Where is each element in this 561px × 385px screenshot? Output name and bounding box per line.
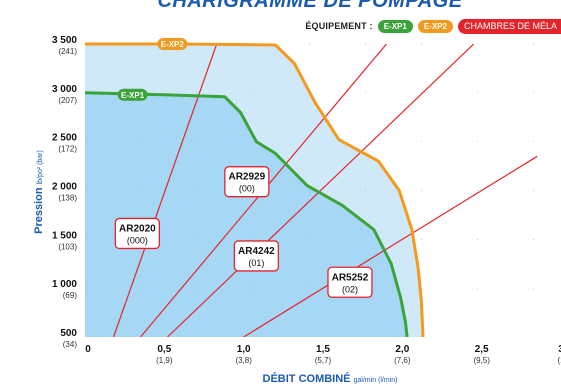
chamber-label: AR2929 <box>228 172 265 183</box>
series-pill-e-xp2 <box>157 38 188 50</box>
x-tick-sublabel: (9,5) <box>473 356 490 365</box>
chamber-label: AR5252 <box>332 272 369 283</box>
x-tick-label: 1,5 <box>316 344 330 355</box>
x-tick-label: 3 <box>558 344 561 355</box>
chamber-sublabel: (00) <box>239 184 255 194</box>
x-tick-label: 2,5 <box>475 344 489 355</box>
series-line-e-xp1 <box>84 91 409 338</box>
x-axis-title-main: DÉBIT COMBINÉ <box>263 372 351 385</box>
area-e-xp1 <box>85 92 408 337</box>
chamber-box <box>327 266 373 298</box>
y-tick-label: 500 <box>60 328 77 339</box>
x-tick-label: 2,0 <box>395 344 409 355</box>
legend-e-xp2: E-XP2 <box>417 19 453 33</box>
y-axis-title: Pression lb/po² (bar) <box>33 150 45 234</box>
x-tick-sublabel: (1 <box>557 356 561 365</box>
x-tick-label: 1,0 <box>237 344 251 355</box>
y-tick-sublabel: (241) <box>58 47 77 56</box>
y-tick-sublabel: (207) <box>58 96 77 105</box>
chamber-label: AR2020 <box>119 223 156 234</box>
chart-title: CHARIGRAMME DE POMPAGE <box>157 0 463 12</box>
chamber-sublabel: (000) <box>127 235 148 245</box>
x-axis-title: DÉBIT COMBINÉ gal/min (l/min) <box>263 372 398 385</box>
chamber-sublabel: (02) <box>342 284 358 294</box>
chamber-line-ar2020 <box>112 44 218 337</box>
y-tick-sublabel: (69) <box>63 291 78 300</box>
y-axis-title-units: lb/po² (bar) <box>37 150 44 184</box>
legend-e-xp1: E-XP1 <box>377 19 413 33</box>
x-tick-label: 0,5 <box>157 344 171 355</box>
chamber-box <box>233 240 280 272</box>
y-tick-label: 2 000 <box>52 182 77 193</box>
x-tick-sublabel: (1,9) <box>156 356 173 365</box>
y-tick-label: 3 500 <box>52 35 77 46</box>
chamber-line-ar5252 <box>243 155 538 337</box>
legend-title: ÉQUIPEMENT : <box>305 21 373 31</box>
chamber-box <box>224 166 270 198</box>
legend: ÉQUIPEMENT : E-XP1 E-XP2 CHAMBRES DE MÉL… <box>305 18 561 34</box>
y-tick-sublabel: (103) <box>58 242 77 251</box>
chamber-line-ar4242 <box>167 44 475 337</box>
chamber-box <box>114 217 161 250</box>
y-tick-sublabel: (138) <box>58 194 77 203</box>
y-tick-label: 3 000 <box>52 84 77 95</box>
chamber-sublabel: (01) <box>248 258 264 268</box>
x-tick-sublabel: (7,6) <box>394 356 411 365</box>
x-tick-label: 0 <box>85 344 91 355</box>
y-axis-title-main: Pression <box>33 187 45 234</box>
series-pill-label: E-XP2 <box>161 40 185 49</box>
x-tick-sublabel: (5,7) <box>315 356 332 365</box>
y-tick-label: 1 000 <box>52 279 77 290</box>
y-tick-label: 1 500 <box>52 230 77 241</box>
series-pill-e-xp1 <box>117 88 148 101</box>
chamber-label: AR4242 <box>238 246 275 257</box>
x-tick-sublabel: (3,8) <box>235 356 252 365</box>
y-tick-label: 2 500 <box>52 133 77 144</box>
series-line-e-xp2 <box>85 42 425 338</box>
y-tick-sublabel: (34) <box>63 340 78 349</box>
series-pill-label: E-XP1 <box>121 91 145 100</box>
x-axis-title-units: gal/min (l/min) <box>354 377 398 384</box>
y-tick-sublabel: (172) <box>58 145 77 154</box>
legend-chambers: CHAMBRES DE MÉLA <box>457 18 561 34</box>
